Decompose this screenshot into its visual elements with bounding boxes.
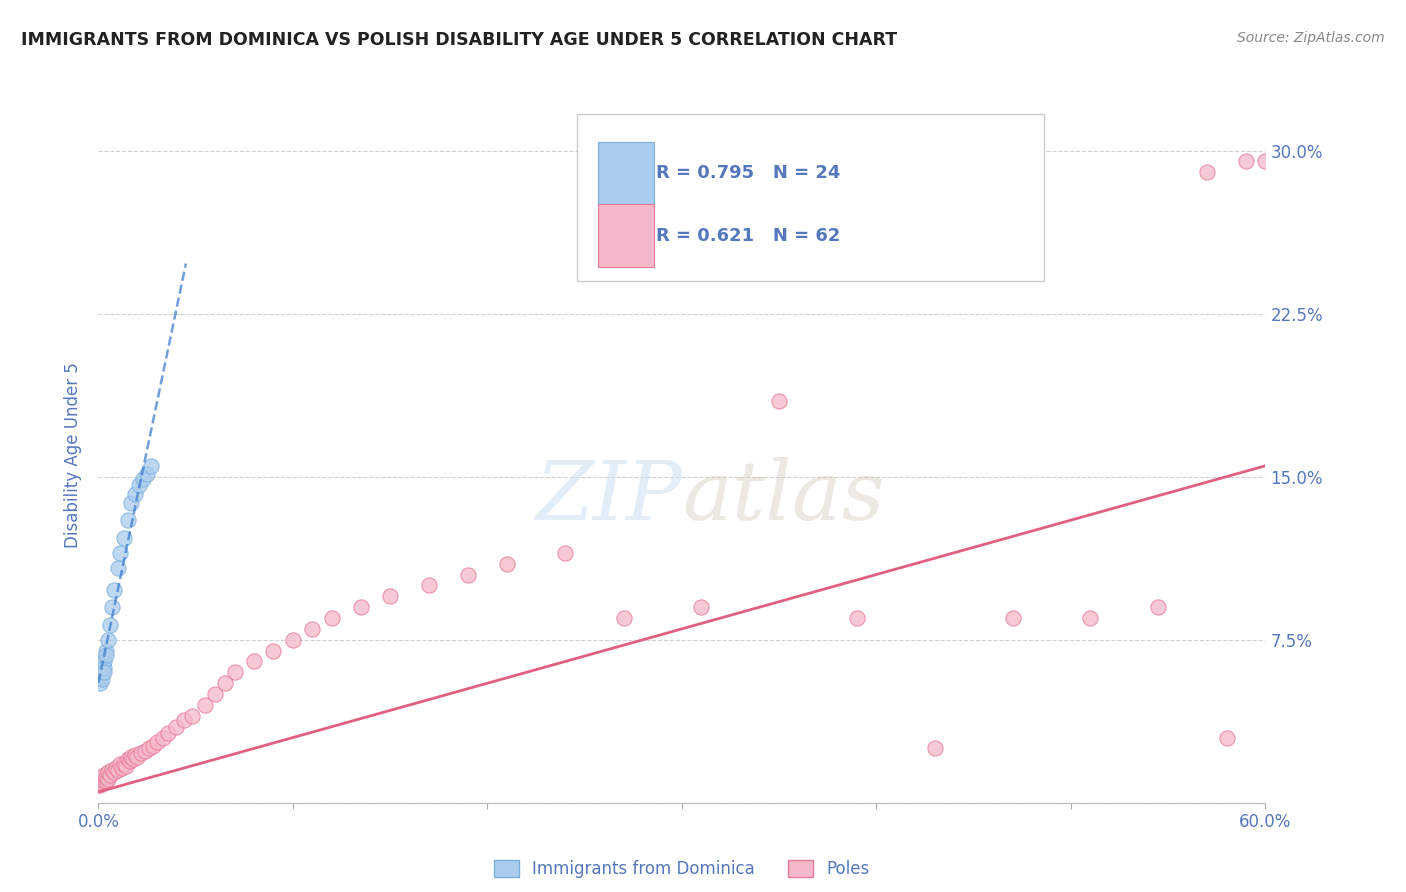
Point — [107, 763, 129, 777]
Text: atlas: atlas — [682, 457, 884, 537]
Point — [104, 761, 127, 775]
Point — [122, 752, 145, 766]
Point — [124, 747, 146, 762]
Point — [112, 531, 135, 545]
Point — [117, 752, 139, 766]
Point — [97, 632, 120, 647]
Point — [846, 611, 869, 625]
Point — [93, 661, 115, 675]
Point — [101, 763, 124, 777]
Point — [139, 458, 162, 473]
Point — [103, 582, 125, 597]
Point — [124, 487, 146, 501]
Point — [89, 676, 111, 690]
Text: IMMIGRANTS FROM DOMINICA VS POLISH DISABILITY AGE UNDER 5 CORRELATION CHART: IMMIGRANTS FROM DOMINICA VS POLISH DISAB… — [21, 31, 897, 49]
Point — [89, 774, 111, 789]
Text: R = 0.621   N = 62: R = 0.621 N = 62 — [657, 227, 841, 244]
Point — [96, 774, 118, 789]
Point — [118, 755, 141, 769]
Point — [301, 622, 323, 636]
Point — [132, 472, 155, 486]
Point — [89, 778, 111, 793]
Point — [924, 741, 946, 756]
Point — [111, 761, 134, 775]
Point — [108, 546, 131, 560]
Point — [128, 478, 150, 492]
Point — [152, 731, 174, 745]
Point — [97, 765, 120, 780]
Point — [457, 567, 479, 582]
Y-axis label: Disability Age Under 5: Disability Age Under 5 — [65, 362, 83, 548]
Point — [91, 665, 114, 680]
Point — [496, 557, 519, 571]
Point — [214, 676, 236, 690]
Point — [96, 648, 118, 662]
Point — [554, 546, 576, 560]
Point — [321, 611, 343, 625]
Point — [98, 617, 121, 632]
Point — [768, 393, 790, 408]
Point — [1147, 600, 1170, 615]
Point — [262, 643, 284, 657]
Point — [173, 713, 195, 727]
Point — [101, 600, 124, 615]
FancyBboxPatch shape — [576, 114, 1043, 281]
Point — [1215, 731, 1237, 745]
Point — [89, 670, 111, 684]
FancyBboxPatch shape — [598, 142, 654, 204]
Point — [204, 687, 226, 701]
Text: R = 0.795   N = 24: R = 0.795 N = 24 — [657, 164, 841, 182]
Point — [690, 600, 713, 615]
Point — [224, 665, 246, 680]
Point — [418, 578, 440, 592]
Point — [1080, 611, 1102, 625]
Point — [117, 513, 139, 527]
Point — [129, 746, 152, 760]
Point — [142, 739, 165, 754]
Point — [96, 770, 118, 784]
Text: ZIP: ZIP — [536, 457, 682, 537]
Point — [243, 655, 266, 669]
Point — [1195, 165, 1218, 179]
Legend: Immigrants from Dominica, Poles: Immigrants from Dominica, Poles — [488, 854, 876, 885]
Point — [96, 643, 118, 657]
Point — [107, 561, 129, 575]
Point — [613, 611, 636, 625]
Point — [112, 756, 135, 771]
Point — [138, 741, 160, 756]
Point — [98, 767, 121, 781]
Point — [93, 774, 115, 789]
Point — [93, 665, 115, 680]
Point — [91, 672, 114, 686]
FancyBboxPatch shape — [598, 204, 654, 267]
Point — [194, 698, 217, 712]
Point — [136, 467, 159, 482]
Point — [91, 776, 114, 790]
Point — [91, 770, 114, 784]
Point — [108, 756, 131, 771]
Point — [350, 600, 373, 615]
Point — [91, 658, 114, 673]
Point — [1234, 154, 1257, 169]
Text: Source: ZipAtlas.com: Source: ZipAtlas.com — [1237, 31, 1385, 45]
Point — [380, 589, 402, 603]
Point — [146, 735, 169, 749]
Point — [281, 632, 304, 647]
Point — [127, 750, 149, 764]
Point — [114, 759, 136, 773]
Point — [157, 726, 180, 740]
Point — [134, 744, 156, 758]
Point — [180, 708, 202, 723]
Point — [93, 655, 115, 669]
Point — [1001, 611, 1024, 625]
Point — [97, 772, 120, 786]
Point — [121, 496, 143, 510]
Point — [93, 767, 115, 781]
Point — [103, 765, 125, 780]
Point — [1254, 154, 1277, 169]
Point — [121, 750, 143, 764]
Point — [165, 720, 187, 734]
